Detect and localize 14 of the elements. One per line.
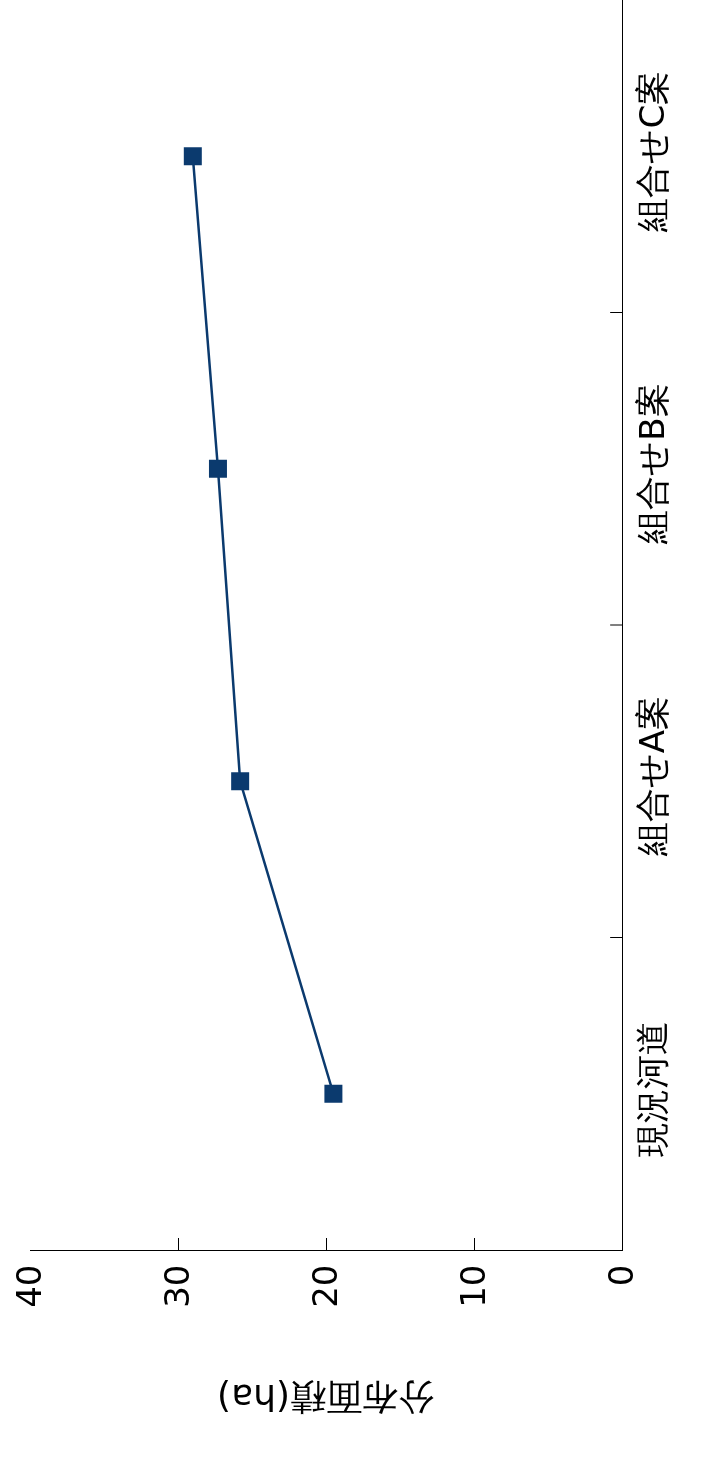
y-tick-label: 組合せA案	[631, 696, 672, 858]
point	[183, 147, 202, 166]
y-tick-label: 現況河道	[631, 1020, 672, 1157]
x-axis-title: 分布面積(ha)	[217, 1377, 434, 1418]
point	[231, 772, 250, 791]
y-tick-label: 組合せB案	[631, 383, 672, 545]
y-tick-label: 組合せC案	[631, 70, 672, 233]
point	[208, 459, 227, 478]
x-tick-label: 0	[601, 1264, 642, 1287]
point	[324, 1084, 343, 1103]
x-tick-label: 20	[305, 1264, 346, 1308]
x-tick-label: 30	[157, 1264, 198, 1308]
x-tick-label: 10	[453, 1264, 494, 1308]
x-tick-label: 40	[9, 1264, 50, 1308]
